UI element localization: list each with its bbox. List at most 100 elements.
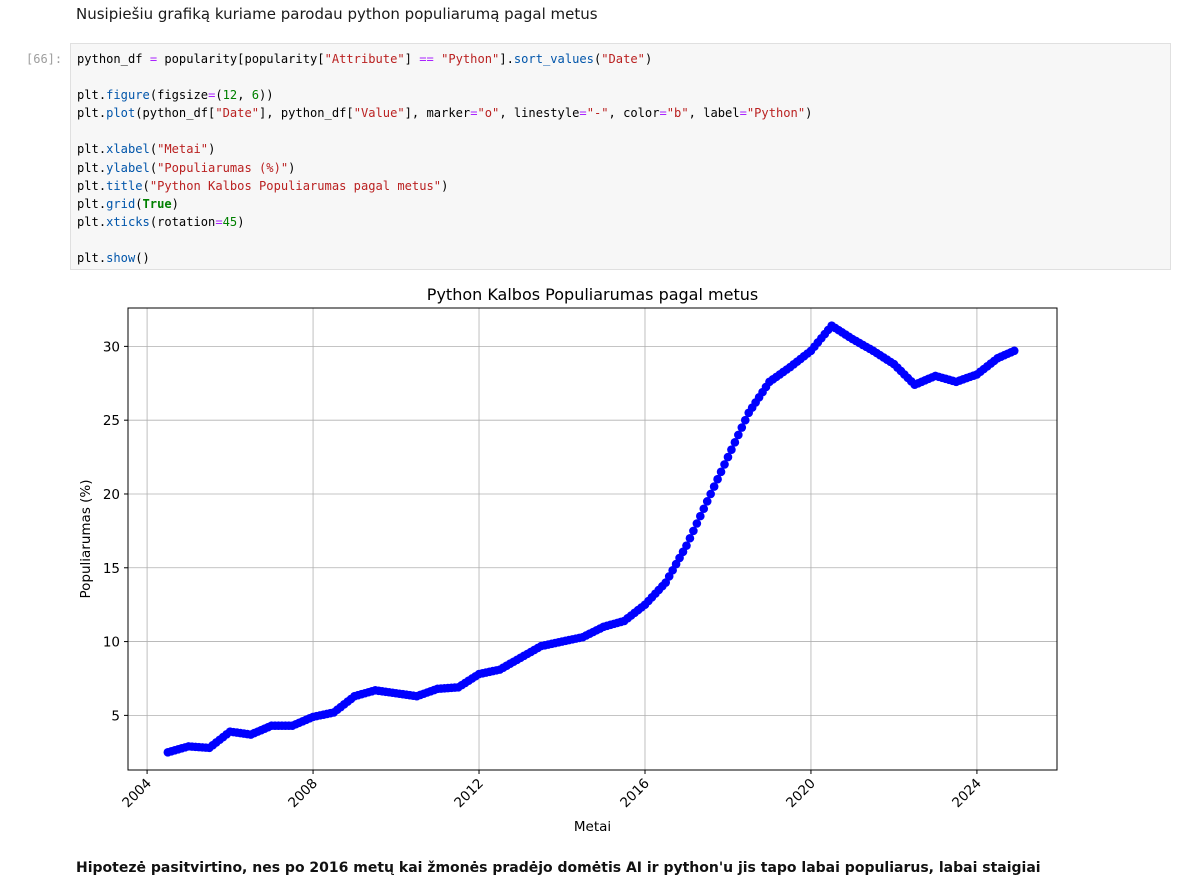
data-point <box>720 460 729 469</box>
code-token: 6 <box>251 88 260 103</box>
code-token: xlabel <box>106 142 150 157</box>
code-token: = <box>739 106 747 121</box>
series-line <box>167 324 1015 754</box>
code-token: show <box>106 251 136 266</box>
code-line: plt.show() <box>77 249 812 267</box>
code-line <box>77 231 812 249</box>
code-line: plt.grid(True) <box>77 195 812 213</box>
code-token: ( <box>215 88 223 103</box>
code-token: plt. <box>77 160 107 175</box>
code-token: == <box>419 52 434 66</box>
data-point <box>689 526 698 536</box>
code-token: ) <box>288 160 296 175</box>
code-token: ( <box>593 52 602 66</box>
code-token: True <box>142 196 172 211</box>
code-line: plt.xlabel("Metai") <box>77 140 812 158</box>
code-token: = <box>659 106 667 121</box>
code-token: "Date" <box>601 52 645 66</box>
x-tick-label: 2004 <box>119 776 155 812</box>
code-token: ) <box>208 142 216 157</box>
code-line <box>77 68 812 86</box>
code-token: (python_df[ <box>135 106 216 121</box>
code-token: ) <box>644 52 653 66</box>
series-python <box>163 321 1019 757</box>
code-token: ) <box>805 106 813 121</box>
code-token: plot <box>106 106 136 121</box>
markdown-text-bottom: Hipotezė pasitvirtino, nes po 2016 metų … <box>76 860 1041 876</box>
code-token: "Attribute" <box>324 52 405 66</box>
code-token: , color <box>608 106 660 121</box>
data-point <box>716 467 726 477</box>
code-token: plt. <box>77 106 107 121</box>
code-token: plt. <box>77 88 107 103</box>
code-token: ], marker <box>404 106 471 121</box>
cell-output: 2004 2008 2012 2016 2020 2024 5 10 15 20 25 30 Pyth… <box>70 280 1070 840</box>
code-token: ( <box>149 142 158 157</box>
code-token: popularity[popularity[ <box>157 52 325 66</box>
code-line: plt.figure(figsize=(12, 6)) <box>77 86 812 104</box>
code-token: = <box>208 88 216 103</box>
y-axis-label: Populiarumas (%) <box>78 479 94 598</box>
y-tick-label: 30 <box>103 339 120 355</box>
code-token: = <box>215 214 223 229</box>
code-token: 45 <box>222 214 238 229</box>
code-token: plt. <box>77 196 107 211</box>
code-token: "Populiarumas (%)" <box>157 160 289 175</box>
data-point <box>737 423 747 432</box>
data-point <box>713 474 722 484</box>
x-axis-label: Metai <box>574 819 611 835</box>
code-token: plt. <box>77 251 107 266</box>
x-tick-label: 2012 <box>451 776 487 812</box>
code-token: figure <box>106 88 150 103</box>
data-point <box>727 445 736 454</box>
data-point <box>696 511 705 521</box>
data-point <box>709 482 719 491</box>
code-token: "o" <box>477 106 500 121</box>
code-token: "Date" <box>215 106 260 121</box>
code-token: (figsize <box>149 88 209 103</box>
code-token: ], python_df[ <box>259 106 354 121</box>
data-point <box>702 497 712 506</box>
code-token: ]. <box>499 52 514 66</box>
code-token: ( <box>149 160 158 175</box>
code-token: plt. <box>77 142 107 157</box>
data-point <box>706 489 715 499</box>
code-cell[interactable]: python_df = popularity[popularity["Attri… <box>70 43 1171 270</box>
data-point <box>682 541 691 550</box>
y-tick-label: 10 <box>103 635 120 651</box>
code-token: sort_values <box>513 52 594 66</box>
code-token: plt. <box>77 178 107 193</box>
code-token: , linestyle <box>499 106 580 121</box>
code-token: plt. <box>77 214 107 229</box>
code-token: () <box>135 251 150 266</box>
chart-title: Python Kalbos Populiarumas pagal metus <box>427 285 758 304</box>
code-line: plt.plot(python_df["Date"], python_df["V… <box>77 104 812 122</box>
y-tick-label: 15 <box>103 561 120 577</box>
data-point <box>699 504 709 514</box>
code-token: (rotation <box>149 214 216 229</box>
code-editor[interactable]: python_df = popularity[popularity["Attri… <box>77 50 812 267</box>
code-token: "-" <box>586 106 609 121</box>
y-tick-label: 5 <box>111 708 120 724</box>
data-point <box>1009 346 1019 356</box>
code-token: "Metai" <box>157 142 209 157</box>
code-token: "Value" <box>353 106 405 121</box>
code-token: ylabel <box>106 160 150 175</box>
ticks: 2004 2008 2012 2016 2020 2024 5 10 15 20 25 30 <box>103 339 985 811</box>
code-token: "b" <box>666 106 689 121</box>
x-tick-label: 2020 <box>783 776 819 812</box>
axes-frame <box>127 307 1058 771</box>
data-point <box>734 430 743 440</box>
x-tick-label: 2008 <box>285 776 321 812</box>
code-token: = <box>149 52 158 66</box>
x-tick-label: 2016 <box>617 776 653 812</box>
code-line: plt.xticks(rotation=45) <box>77 213 812 231</box>
data-point <box>692 519 702 528</box>
code-token <box>434 52 441 66</box>
code-token: ) <box>237 214 245 229</box>
cell-prompt: [66]: <box>26 52 63 66</box>
code-token: ) <box>441 178 449 193</box>
code-token: )) <box>259 88 274 103</box>
code-token: title <box>106 178 143 193</box>
code-token: , label <box>688 106 740 121</box>
